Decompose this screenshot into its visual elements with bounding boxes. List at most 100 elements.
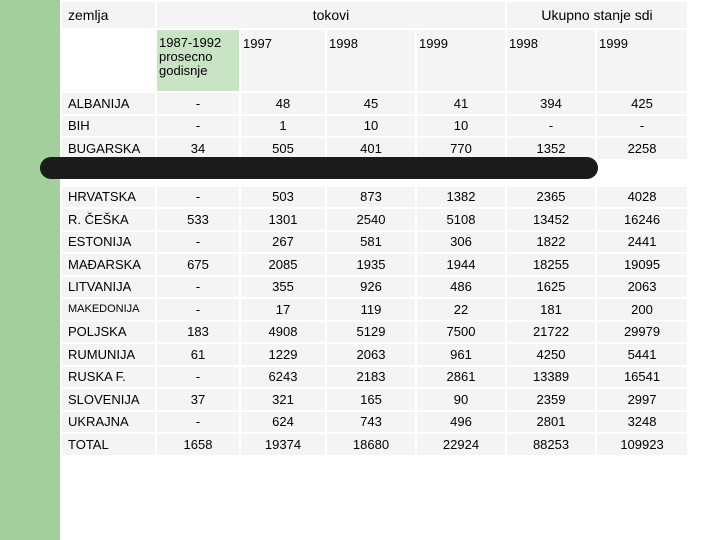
stock-group-header: Ukupno stanje sdi (506, 1, 688, 29)
value-cell: 7500 (416, 321, 506, 344)
value-cell: 2365 (506, 186, 596, 209)
value-cell: 321 (240, 388, 326, 411)
value-cell: 5441 (596, 343, 688, 366)
left-decorative-bar (0, 0, 60, 540)
country-cell: SLOVENIJA (61, 388, 156, 411)
value-cell: - (156, 186, 240, 209)
value-cell: 90 (416, 388, 506, 411)
value-cell: 17 (240, 298, 326, 321)
table-row: SLOVENIJA 37 321 165 90 2359 2997 (61, 388, 688, 411)
value-cell: 4250 (506, 343, 596, 366)
value-cell: 183 (156, 321, 240, 344)
value-cell: 61 (156, 343, 240, 366)
value-cell: 3248 (596, 411, 688, 434)
value-cell: 675 (156, 253, 240, 276)
value-cell: 13389 (506, 366, 596, 389)
value-cell: 425 (596, 92, 688, 115)
value-cell: 533 (156, 208, 240, 231)
value-cell: 355 (240, 276, 326, 299)
value-cell: 496 (416, 411, 506, 434)
value-cell: - (156, 366, 240, 389)
value-cell: 200 (596, 298, 688, 321)
country-cell: LITVANIJA (61, 276, 156, 299)
value-cell: 4028 (596, 186, 688, 209)
country-cell: UKRAJNA (61, 411, 156, 434)
country-cell: RUMUNIJA (61, 343, 156, 366)
value-cell: 1944 (416, 253, 506, 276)
value-cell: 1229 (240, 343, 326, 366)
value-cell: - (156, 411, 240, 434)
country-column-header: zemlja (61, 1, 156, 29)
subheader-1997: 1997 (240, 29, 326, 92)
value-cell: 2258 (596, 137, 688, 160)
country-cell: ESTONIJA (61, 231, 156, 254)
value-cell: 18680 (326, 433, 416, 456)
value-cell: 10 (416, 115, 506, 138)
table-row: UKRAJNA -624 743 496 2801 3248 (61, 411, 688, 434)
table-row: RUMUNIJA 61 1229 2063 961 4250 5441 (61, 343, 688, 366)
table-row: ESTONIJA -267 581 306 1822 2441 (61, 231, 688, 254)
value-cell: - (506, 115, 596, 138)
table-row: POLJSKA 183 4908 5129 7500 21722 29979 (61, 321, 688, 344)
value-cell: 2861 (416, 366, 506, 389)
value-cell: 18255 (506, 253, 596, 276)
subheader-1998-flow: 1998 (326, 29, 416, 92)
flows-group-header: tokovi (156, 1, 506, 29)
value-cell: 4908 (240, 321, 326, 344)
value-cell: 16541 (596, 366, 688, 389)
table-row: RUSKA F. -6243 2183 2861 13389 16541 (61, 366, 688, 389)
country-cell: MAKEDONIJA (61, 298, 156, 321)
value-cell: 2441 (596, 231, 688, 254)
value-cell: 581 (326, 231, 416, 254)
table-row: R. ČEŠKA 533 1301 2540 5108 13452 16246 (61, 208, 688, 231)
value-cell: 1822 (506, 231, 596, 254)
subheader-1999-stock: 1999 (596, 29, 688, 92)
value-cell: 2063 (596, 276, 688, 299)
value-cell: 48 (240, 92, 326, 115)
value-cell: 181 (506, 298, 596, 321)
country-cell: TOTAL (61, 433, 156, 456)
country-cell: POLJSKA (61, 321, 156, 344)
value-cell: 926 (326, 276, 416, 299)
value-cell: 2997 (596, 388, 688, 411)
value-cell: 1 (240, 115, 326, 138)
value-cell: - (156, 115, 240, 138)
table-row: MAKEDONIJA -17 119 22 181 200 (61, 298, 688, 321)
value-cell: 45 (326, 92, 416, 115)
subheader-1998-stock: 1998 (506, 29, 596, 92)
value-cell: 2063 (326, 343, 416, 366)
country-cell: R. ČEŠKA (61, 208, 156, 231)
country-cell: RUSKA F. (61, 366, 156, 389)
value-cell: - (596, 115, 688, 138)
value-cell: 2801 (506, 411, 596, 434)
header-row-2: 1987-1992 prosecno godisnje 1997 1998 19… (61, 29, 688, 92)
value-cell: 29979 (596, 321, 688, 344)
value-cell: 109923 (596, 433, 688, 456)
value-cell: 16246 (596, 208, 688, 231)
value-cell: 5108 (416, 208, 506, 231)
table-row: HRVATSKA -503 873 1382 2365 4028 (61, 186, 688, 209)
value-cell: 1625 (506, 276, 596, 299)
table-row: LITVANIJA -355 926 486 1625 2063 (61, 276, 688, 299)
value-cell: - (156, 231, 240, 254)
value-cell: 21722 (506, 321, 596, 344)
value-cell: - (156, 276, 240, 299)
country-cell: ALBANIJA (61, 92, 156, 115)
table-row: MAĐARSKA 675 2085 1935 1944 18255 19095 (61, 253, 688, 276)
value-cell: 1382 (416, 186, 506, 209)
value-cell: 1301 (240, 208, 326, 231)
value-cell: 2540 (326, 208, 416, 231)
country-cell: MAĐARSKA (61, 253, 156, 276)
value-cell: 267 (240, 231, 326, 254)
subheader-1987-1992: 1987-1992 prosecno godisnje (156, 29, 240, 92)
header-row-1: zemlja tokovi Ukupno stanje sdi (61, 1, 688, 29)
value-cell: 10 (326, 115, 416, 138)
value-cell: 306 (416, 231, 506, 254)
value-cell: 2085 (240, 253, 326, 276)
value-cell: 19374 (240, 433, 326, 456)
value-cell: 1935 (326, 253, 416, 276)
value-cell: 503 (240, 186, 326, 209)
value-cell: 119 (326, 298, 416, 321)
value-cell: 1658 (156, 433, 240, 456)
value-cell: 743 (326, 411, 416, 434)
